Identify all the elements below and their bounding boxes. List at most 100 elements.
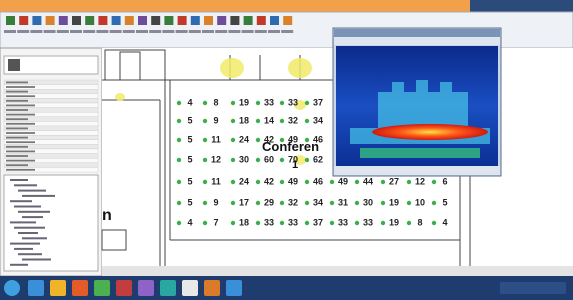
tree-item[interactable] xyxy=(14,248,33,250)
ribbon-button[interactable] xyxy=(191,16,200,25)
ribbon-caption xyxy=(215,30,227,33)
tree-item[interactable] xyxy=(22,195,55,197)
ribbon-button[interactable] xyxy=(138,16,147,25)
ribbon-button[interactable] xyxy=(257,16,266,25)
illuminance-value: 62 xyxy=(313,154,323,164)
grid-dot xyxy=(177,221,181,225)
taskbar-app[interactable] xyxy=(226,280,242,296)
grid-dot xyxy=(256,221,260,225)
ribbon-button[interactable] xyxy=(270,16,279,25)
grid-dot xyxy=(305,119,309,123)
title-banner xyxy=(0,0,470,12)
ribbon-caption xyxy=(30,30,42,33)
ribbon-button[interactable] xyxy=(112,16,121,25)
taskbar-app[interactable] xyxy=(50,280,66,296)
illuminance-value: 33 xyxy=(264,217,274,227)
grid-dot xyxy=(407,180,411,184)
ribbon-button[interactable] xyxy=(32,16,41,25)
grid-dot xyxy=(355,180,359,184)
property-name xyxy=(6,100,28,102)
illuminance-value: 33 xyxy=(288,97,298,107)
tree-item[interactable] xyxy=(10,264,28,266)
grid-dot xyxy=(177,180,181,184)
ribbon-caption xyxy=(202,30,214,33)
grid-dot xyxy=(231,138,235,142)
tree-item[interactable] xyxy=(10,200,32,202)
property-name xyxy=(6,128,28,130)
property-rows xyxy=(4,80,98,172)
property-name xyxy=(6,169,35,171)
ribbon-button[interactable] xyxy=(244,16,253,25)
ribbon-button[interactable] xyxy=(85,16,94,25)
ribbon-button[interactable] xyxy=(217,16,226,25)
ribbon-button[interactable] xyxy=(98,16,107,25)
ribbon-button[interactable] xyxy=(178,16,187,25)
illuminance-value: 24 xyxy=(239,134,249,144)
taskbar-app[interactable] xyxy=(94,280,110,296)
tree-item[interactable] xyxy=(18,190,46,192)
grid-dot xyxy=(231,201,235,205)
screen: 4819333337591814323451124424946512306070… xyxy=(0,0,573,300)
illuminance-value: 49 xyxy=(338,176,348,186)
illuminance-value: 33 xyxy=(288,217,298,227)
taskbar-app[interactable] xyxy=(160,280,176,296)
illuminance-value: 34 xyxy=(313,197,323,207)
tree-item[interactable] xyxy=(10,179,28,181)
ribbon-button[interactable] xyxy=(151,16,160,25)
tree-item[interactable] xyxy=(22,259,51,261)
tree-item[interactable] xyxy=(14,206,41,208)
ribbon-button[interactable] xyxy=(72,16,81,25)
illuminance-value: 5 xyxy=(187,115,192,125)
ribbon-caption xyxy=(17,30,29,33)
grid-dot xyxy=(280,201,284,205)
ribbon-button[interactable] xyxy=(230,16,239,25)
tree-item[interactable] xyxy=(18,253,42,255)
grid-dot xyxy=(305,158,309,162)
tree-item[interactable] xyxy=(22,216,43,218)
start-button[interactable] xyxy=(4,280,20,296)
grid-dot xyxy=(355,221,359,225)
tree-item[interactable] xyxy=(18,232,38,234)
taskbar-app[interactable] xyxy=(28,280,44,296)
taskbar-app[interactable] xyxy=(72,280,88,296)
illuminance-value: 9 xyxy=(213,197,218,207)
render-toolbar xyxy=(334,37,500,45)
tree-item[interactable] xyxy=(14,227,45,229)
ribbon-button[interactable] xyxy=(283,16,292,25)
illuminance-value: 33 xyxy=(338,217,348,227)
tree-item[interactable] xyxy=(14,184,37,186)
illuminance-value: 24 xyxy=(239,176,249,186)
grid-dot xyxy=(280,119,284,123)
tree-item[interactable] xyxy=(22,237,47,239)
ribbon-button[interactable] xyxy=(6,16,15,25)
ribbon-button[interactable] xyxy=(59,16,68,25)
ribbon-caption xyxy=(242,30,254,33)
taskbar-app[interactable] xyxy=(138,280,154,296)
tree-item[interactable] xyxy=(10,243,40,245)
system-tray xyxy=(500,282,566,294)
grid-dot xyxy=(330,180,334,184)
taskbar-app[interactable] xyxy=(204,280,220,296)
property-name xyxy=(6,105,35,107)
ribbon-caption xyxy=(228,30,240,33)
taskbar-app[interactable] xyxy=(182,280,198,296)
grid-dot xyxy=(432,180,436,184)
grid-dot xyxy=(381,201,385,205)
tree-item[interactable] xyxy=(10,221,36,223)
grid-dot xyxy=(231,180,235,184)
ribbon-button[interactable] xyxy=(19,16,28,25)
grid-dot xyxy=(203,101,207,105)
property-name xyxy=(6,137,28,139)
ribbon-caption xyxy=(189,30,201,33)
scrollbar[interactable] xyxy=(102,266,573,276)
tree-item[interactable] xyxy=(18,211,50,213)
ribbon-button[interactable] xyxy=(164,16,173,25)
ribbon-button[interactable] xyxy=(125,16,134,25)
illuminance-value: 18 xyxy=(239,115,249,125)
grid-dot xyxy=(203,201,207,205)
grid-dot xyxy=(280,221,284,225)
ribbon-button[interactable] xyxy=(204,16,213,25)
render-status-bar xyxy=(334,166,500,175)
ribbon-button[interactable] xyxy=(46,16,55,25)
taskbar-app[interactable] xyxy=(116,280,132,296)
